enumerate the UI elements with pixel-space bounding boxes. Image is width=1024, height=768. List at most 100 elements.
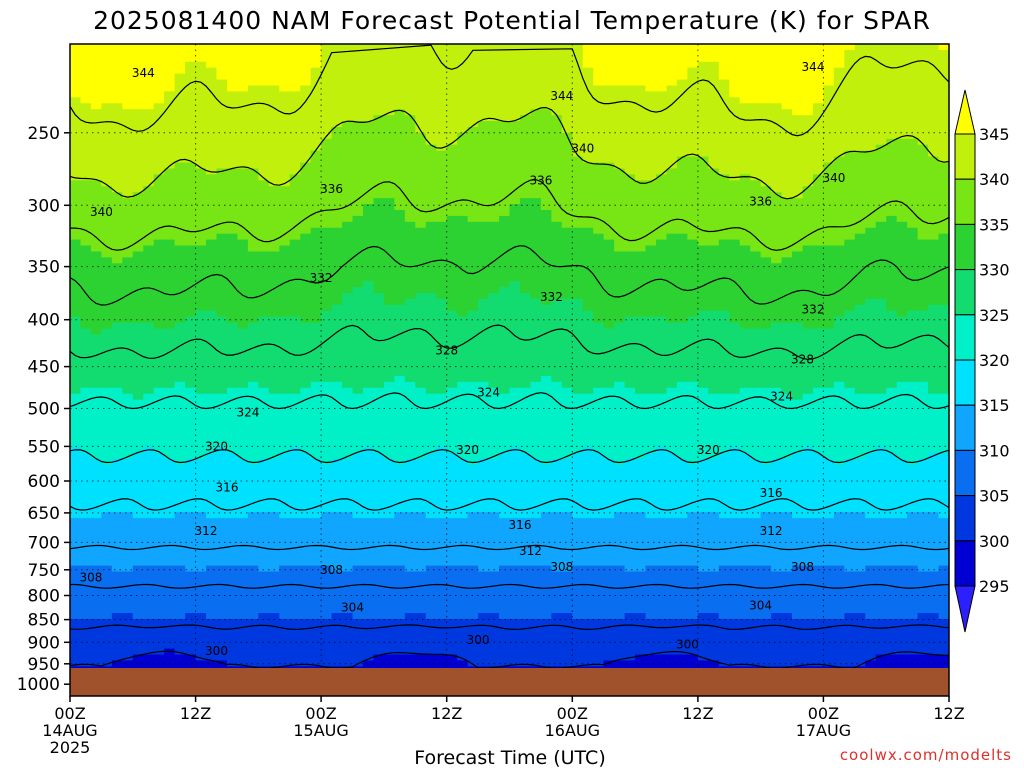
- ground-surface: [70, 668, 949, 696]
- contour-label-316: 316: [216, 481, 239, 495]
- x-date-label: 14AUG: [42, 721, 97, 740]
- contour-320: [70, 449, 949, 464]
- y-tick-label: 250: [28, 124, 60, 144]
- contour-label-320: 320: [697, 443, 720, 457]
- colorbar: 345 340 335 330 325 320 315 310 305 300 295: [954, 89, 1010, 633]
- contour-label-300: 300: [676, 638, 699, 652]
- contour-label-340: 340: [90, 205, 113, 219]
- contour-label-340: 340: [571, 141, 594, 155]
- y-tick-label: 300: [28, 196, 60, 216]
- colorbar-label: 320: [979, 351, 1010, 370]
- x-date-label: 17AUG: [796, 721, 851, 740]
- contour-label-340: 340: [822, 171, 845, 185]
- x-tick-label: 12Z: [431, 704, 462, 723]
- x-date-label: 16AUG: [545, 721, 600, 740]
- colorbar-label: 340: [979, 170, 1010, 189]
- credit-text: coolwx.com/modelts: [840, 746, 1012, 764]
- contour-label-312: 312: [760, 524, 783, 538]
- contour-label-344: 344: [132, 66, 155, 80]
- contour-label-308: 308: [550, 560, 573, 574]
- contour-332: [70, 245, 949, 306]
- contour-label-332: 332: [310, 271, 333, 285]
- contour-label-308: 308: [320, 563, 343, 577]
- y-tick-label: 500: [28, 400, 60, 420]
- contour-324: [70, 392, 949, 410]
- contour-label-344: 344: [802, 60, 825, 74]
- contour-label-316: 316: [760, 486, 783, 500]
- contour-label-308: 308: [791, 560, 814, 574]
- x-tick-label: 00Z: [808, 704, 839, 723]
- contour-label-300: 300: [467, 633, 490, 647]
- y-tick-label: 850: [28, 611, 60, 631]
- colorbar-label: 335: [979, 215, 1010, 234]
- contour-label-320: 320: [456, 443, 479, 457]
- colorbar-label: 325: [979, 306, 1010, 325]
- chart-title: 2025081400 NAM Forecast Potential Temper…: [93, 6, 931, 35]
- colorbar-label: 315: [979, 396, 1010, 415]
- colorbar-label: 295: [979, 577, 1010, 596]
- contour-lines: [70, 44, 949, 669]
- contour-308: [70, 583, 949, 589]
- x-tick-label: 00Z: [54, 704, 85, 723]
- x-tick-label: 12Z: [682, 704, 713, 723]
- contour-label-324: 324: [770, 389, 793, 403]
- x-tick-label: 00Z: [557, 704, 588, 723]
- contour-label-336: 336: [749, 194, 772, 208]
- colorbar-segment: [954, 223, 976, 271]
- x-tick-label: 12Z: [180, 704, 211, 723]
- contour-340: [70, 106, 949, 200]
- y-tick-label: 600: [28, 472, 60, 492]
- y-tick-label: 650: [28, 504, 60, 524]
- colorbar-label: 345: [979, 125, 1010, 144]
- colorbar-segment: [954, 449, 976, 497]
- colorbar-segment: [954, 314, 976, 361]
- x-tick-label: 00Z: [305, 704, 336, 723]
- contour-label-336: 336: [529, 174, 552, 188]
- contour-304: [70, 624, 949, 631]
- x-year-label: 2025: [50, 738, 91, 757]
- contour-label-336: 336: [320, 182, 343, 196]
- colorbar-label: 305: [979, 487, 1010, 506]
- y-tick-label: 1000: [17, 675, 60, 695]
- y-tick-label: 350: [28, 258, 60, 278]
- y-tick-label: 450: [28, 358, 60, 378]
- contour-label-328: 328: [791, 353, 814, 367]
- contour-label-304: 304: [749, 598, 772, 612]
- contour-316: [70, 498, 949, 511]
- contour-344: [70, 44, 949, 137]
- contour-label-324: 324: [236, 406, 259, 420]
- contour-label-316: 316: [509, 518, 532, 532]
- plot-frame: [69, 43, 950, 697]
- contour-label-300: 300: [205, 644, 228, 658]
- y-tick-label: 750: [28, 561, 60, 581]
- colorbar-segment: [954, 178, 976, 225]
- colorbar-segment: [954, 540, 976, 587]
- y-tick-label: 550: [28, 437, 60, 457]
- contour-328: [70, 324, 949, 360]
- temperature-bands: [70, 44, 949, 696]
- colorbar-segment: [954, 269, 976, 316]
- x-date-label: 15AUG: [293, 721, 348, 740]
- colorbar-arrow-top: [954, 89, 976, 135]
- y-tick-label: 400: [28, 311, 60, 331]
- contour-label-332: 332: [802, 303, 825, 317]
- colorbar-label: 300: [979, 532, 1010, 551]
- y-tick-label: 950: [28, 655, 60, 675]
- colorbar-segment: [954, 359, 976, 406]
- contour-312: [70, 544, 949, 551]
- contour-label-324: 324: [477, 385, 500, 399]
- contour-label-328: 328: [435, 343, 458, 357]
- contour-300: [70, 650, 949, 669]
- contour-label-312: 312: [519, 544, 542, 558]
- contour-label-312: 312: [195, 524, 218, 538]
- y-tick-label: 800: [28, 587, 60, 607]
- colorbar-segment: [954, 133, 976, 180]
- contour-label-344: 344: [550, 89, 573, 103]
- colorbar-label: 330: [979, 261, 1010, 280]
- colorbar-segment: [954, 495, 976, 542]
- y-tick-label: 900: [28, 633, 60, 653]
- contour-336: [70, 178, 949, 251]
- y-tick-label: 700: [28, 533, 60, 553]
